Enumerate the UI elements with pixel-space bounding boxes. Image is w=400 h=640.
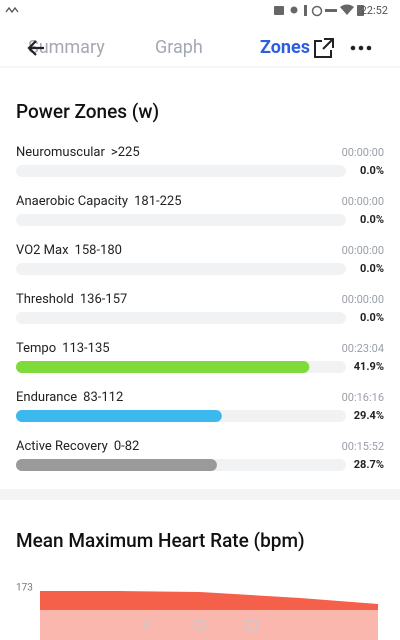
zone-name: Threshold [16, 292, 74, 307]
status-time: 22:52 [361, 4, 388, 17]
zone-name: Active Recovery [16, 439, 108, 454]
zone-range: 0-82 [114, 439, 140, 454]
zone-share: 0.0% [360, 262, 384, 275]
zone-range: 83-112 [83, 390, 123, 405]
section-title: Power Zones (w) [16, 100, 159, 123]
zone-label: VO2 Max 158-180 [16, 243, 122, 258]
zone-name: Endurance [16, 390, 77, 405]
zone-time: 00:15:52 [342, 440, 384, 453]
zone-label: Threshold 136-157 [16, 292, 127, 307]
status-icons [274, 4, 364, 17]
zone-time: 00:00:00 [342, 146, 384, 159]
zone-share: 29.4% [354, 409, 384, 422]
zone-bar [16, 410, 222, 422]
zone-track [16, 165, 346, 177]
zone-time: 00:00:00 [342, 195, 384, 208]
tab-summary[interactable]: Summary [28, 37, 105, 58]
back-button[interactable] [27, 40, 44, 56]
zone-share: 0.0% [360, 311, 384, 324]
zone-time: 00:00:00 [342, 293, 384, 306]
zone-range: 158-180 [75, 243, 122, 258]
zone-time: 00:00:00 [342, 244, 384, 257]
zone-share: 0.0% [360, 213, 384, 226]
zone-bar [16, 459, 217, 471]
zone-range: 181-225 [134, 194, 181, 209]
tab-zones[interactable]: Zones [260, 37, 310, 58]
zone-track [16, 312, 346, 324]
y-tick-label: 173 [16, 583, 33, 594]
zone-range: 113-135 [62, 341, 109, 356]
more-button[interactable] [350, 45, 372, 51]
zone-label: Neuromuscular >225 [16, 145, 140, 160]
section-gap [0, 489, 400, 500]
zone-name: Tempo [16, 341, 56, 356]
zone-name: VO2 Max [16, 243, 69, 258]
zone-range: 136-157 [80, 292, 127, 307]
zone-label: Anaerobic Capacity 181-225 [16, 194, 182, 209]
export-button[interactable] [314, 38, 334, 58]
zone-share: 28.7% [354, 458, 384, 471]
status-bar [0, 0, 400, 22]
nav-bar [0, 610, 400, 640]
zone-range: >225 [111, 145, 140, 160]
tab-graph[interactable]: Graph [155, 37, 203, 58]
zone-track [16, 214, 346, 226]
zone-track [16, 263, 346, 275]
zone-name: Neuromuscular [16, 145, 106, 160]
zone-share: 0.0% [360, 164, 384, 177]
zone-name: Anaerobic Capacity [16, 194, 128, 209]
zone-bar [16, 361, 310, 373]
zone-label: Active Recovery 0-82 [16, 439, 139, 454]
zone-list: Neuromuscular >225 00:00:00 0.0% Anaerobic C… [16, 145, 384, 471]
zone-time: 00:23:04 [342, 342, 384, 355]
zone-time: 00:16:16 [342, 391, 384, 404]
status-icon [5, 6, 19, 14]
zone-label: Tempo 113-135 [16, 341, 110, 356]
section-title: Mean Maximum Heart Rate (bpm) [16, 529, 305, 552]
nav-buttons [142, 619, 257, 631]
zone-label: Endurance 83-112 [16, 390, 123, 405]
zone-share: 41.9% [354, 360, 384, 373]
